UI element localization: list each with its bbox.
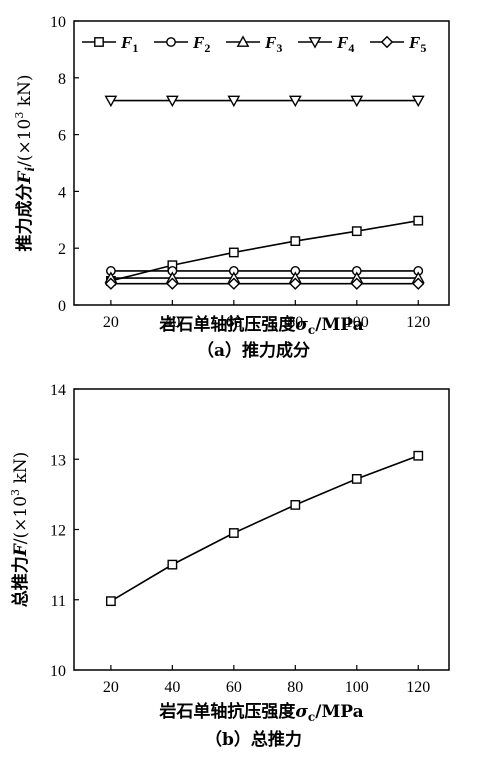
x-tick-label: 100 [345,314,369,331]
chart-total-thrust: 20 40 60 80 100 120 10 11 12 13 14 岩石单轴抗压强度σc/MPa 总推… [9,382,450,750]
y-tick-label: 13 [50,452,66,469]
legend-item-F4: F4 [298,33,354,55]
figure-caption: （a）推力成分 [197,340,310,361]
y-tick-label: 10 [50,663,66,680]
series-F1 [105,215,424,286]
y-tick-label: 10 [50,14,66,31]
data-point [227,95,241,108]
data-point [413,450,424,461]
data-point [288,95,302,108]
x-axis-title: 岩石单轴抗压强度σc/MPa [158,701,363,724]
legend-item-F2: F2 [154,33,210,55]
y-tick-label: 12 [50,523,66,540]
y-tick-label: 8 [58,71,66,88]
data-point [228,247,239,258]
legend-marker [94,37,104,47]
data-point [167,559,178,570]
legend-marker [308,37,322,49]
data-point [413,215,424,226]
data-point [290,500,301,510]
legend-label: F5 [408,33,426,55]
legend-label: F3 [264,33,282,55]
series-F5 [104,277,425,290]
data-point [351,226,362,237]
y-tick-label: 6 [58,128,66,145]
series-F4 [104,95,425,108]
x-tick-label: 100 [345,679,369,696]
data-point [227,277,241,290]
series-F3 [104,271,425,283]
y-tick-label: 4 [58,184,66,201]
legend-item-F1: F1 [82,33,138,55]
y-tick-label: 2 [58,241,66,258]
series-F [105,450,424,607]
y-tick-label: 0 [58,298,66,315]
series-line [110,454,419,602]
legend: F1 F2 F3 F4 F5 [82,33,426,55]
data-point [104,95,118,108]
series-line [110,219,419,282]
legend-label: F2 [192,33,210,55]
x-tick-label: 60 [226,679,242,696]
data-point [290,236,301,246]
data-point [228,528,239,538]
plot-frame [73,388,450,671]
x-tick-label: 120 [406,679,430,696]
series-F2 [105,266,424,276]
data-point [411,95,425,108]
data-point [165,95,179,108]
figure-caption: （b）总推力 [205,729,302,750]
legend-marker [236,35,250,47]
data-point [105,596,116,607]
data-point [412,277,425,290]
plot-frame [73,20,450,306]
data-point [350,95,364,108]
x-tick-label: 40 [164,314,180,331]
y-axis-title: 推力成分Fi/(×103 kN) [13,74,37,251]
x-tick-label: 80 [287,314,303,331]
x-tick-label: 40 [164,679,180,696]
x-tick-label: 120 [406,314,430,331]
data-point [350,277,363,290]
x-tick-label: 20 [103,314,119,331]
chart-thrust-components: 20 40 60 80 100 120 0 2 4 6 8 10 F1 F2 F3 F4 F5 岩石单轴抗压强度σ… [13,14,450,361]
x-tick-label: 60 [226,314,242,331]
legend-label: F1 [120,33,138,55]
x-tick-label: 80 [287,679,303,696]
legend-marker [380,35,394,49]
x-tick-label: 20 [103,679,119,696]
y-tick-label: 11 [51,593,66,610]
data-point [166,277,179,290]
y-tick-label: 14 [50,382,66,399]
x-axis-title: 岩石单轴抗压强度σc/MPa [158,314,363,337]
data-point [104,277,118,290]
data-point [351,474,362,484]
legend-item-F5: F5 [370,33,426,55]
legend-marker [166,37,176,47]
legend-label: F4 [336,33,354,55]
legend-item-F3: F3 [226,33,282,55]
y-axis-title: 总推力F/(×103 kN) [9,452,31,608]
data-point [289,277,302,290]
